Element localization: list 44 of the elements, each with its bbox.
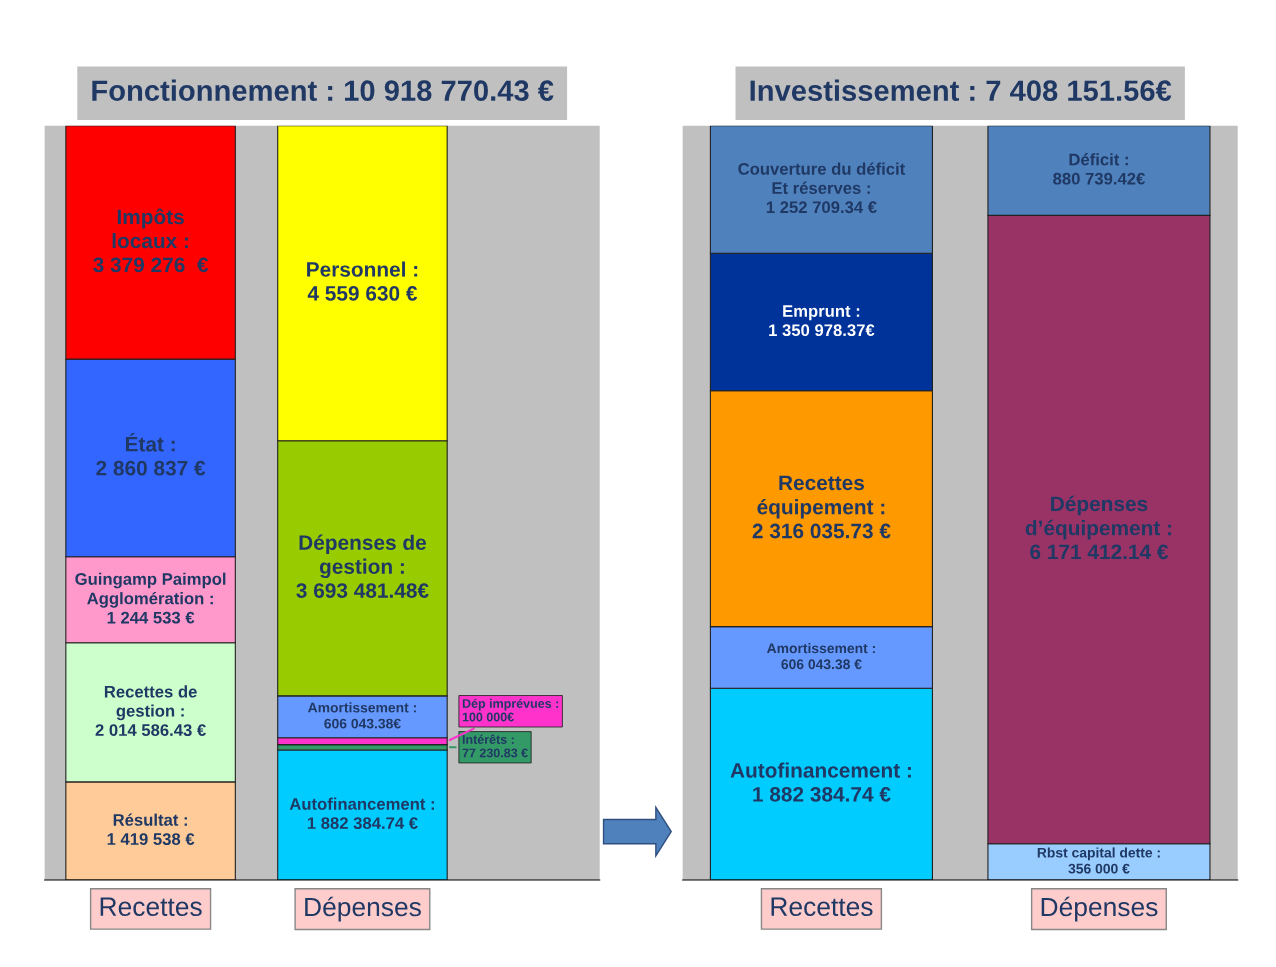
data-label: 3 379 276 € (93, 257, 209, 273)
series-label: Couverture du déficit Et réserves : (738, 162, 906, 194)
x-tick-label: Dépenses (1041, 896, 1158, 922)
data-label: 880 739.42€ (1053, 172, 1146, 185)
data-label: 1 350 978.37€ (769, 324, 875, 337)
data-label: 2 860 837 € (96, 460, 206, 476)
series-label: Amortissement : (766, 643, 875, 654)
series-label: Recettes de gestion : (104, 685, 197, 721)
series-label: Autofinancement : (730, 762, 911, 778)
x-tick-label: Recettes (771, 897, 873, 917)
series-label: Impôts locaux : (112, 208, 188, 249)
chart-title: Investissement : 7 408 151.56€ (750, 79, 1172, 101)
series-label: Personnel : (307, 261, 418, 277)
data-label: 1 244 533 € (107, 611, 195, 624)
data-label: 77 230.83 € (462, 748, 528, 758)
data-label: 100 000€ (462, 712, 514, 722)
data-label: 1 252 709.34 € (766, 201, 877, 214)
data-label: 1 419 538 € (107, 833, 195, 846)
series-label: Recettes équipement : (757, 475, 885, 519)
series-label: Guingamp Paimpol Agglomération : (75, 572, 226, 608)
x-tick-label: Recettes (100, 897, 202, 917)
data-label: 356 000 € (1068, 863, 1130, 874)
text: Dép imprévues : (462, 698, 559, 711)
data-label: 2 014 586.43 € (95, 724, 206, 737)
chart-title: Fonctionnement : 10 918 770.43 € (92, 79, 554, 102)
series-label: Intérêts : (462, 734, 514, 744)
data-label: 1 882 384.74 € (753, 786, 891, 802)
series-label: Dépenses d’équipement : (1025, 495, 1172, 540)
series-label: Dépenses de gestion : (299, 534, 426, 579)
series-label: Autofinancement : (289, 797, 434, 810)
x-tick-label: Dépenses (305, 896, 421, 922)
data-label: 4 559 630 € (307, 286, 418, 301)
data-label: 606 043.38€ (324, 718, 401, 729)
data-label: 3 693 481.48€ (296, 583, 429, 598)
series-label: État : (125, 432, 175, 452)
series-label: Emprunt : (783, 305, 860, 321)
data-label: 606 043.38 € (781, 659, 862, 670)
series-label: Déficit : (1069, 153, 1128, 166)
series-label: Amortissement : (307, 702, 416, 713)
series-label: Rbst capital dette : (1037, 847, 1160, 861)
series-label: Résultat : (113, 813, 187, 826)
data-label: 1 882 384.74 € (307, 817, 418, 830)
data-label: 6 171 412.14 € (1030, 544, 1169, 560)
data-label: 2 316 035.73 € (752, 523, 891, 539)
